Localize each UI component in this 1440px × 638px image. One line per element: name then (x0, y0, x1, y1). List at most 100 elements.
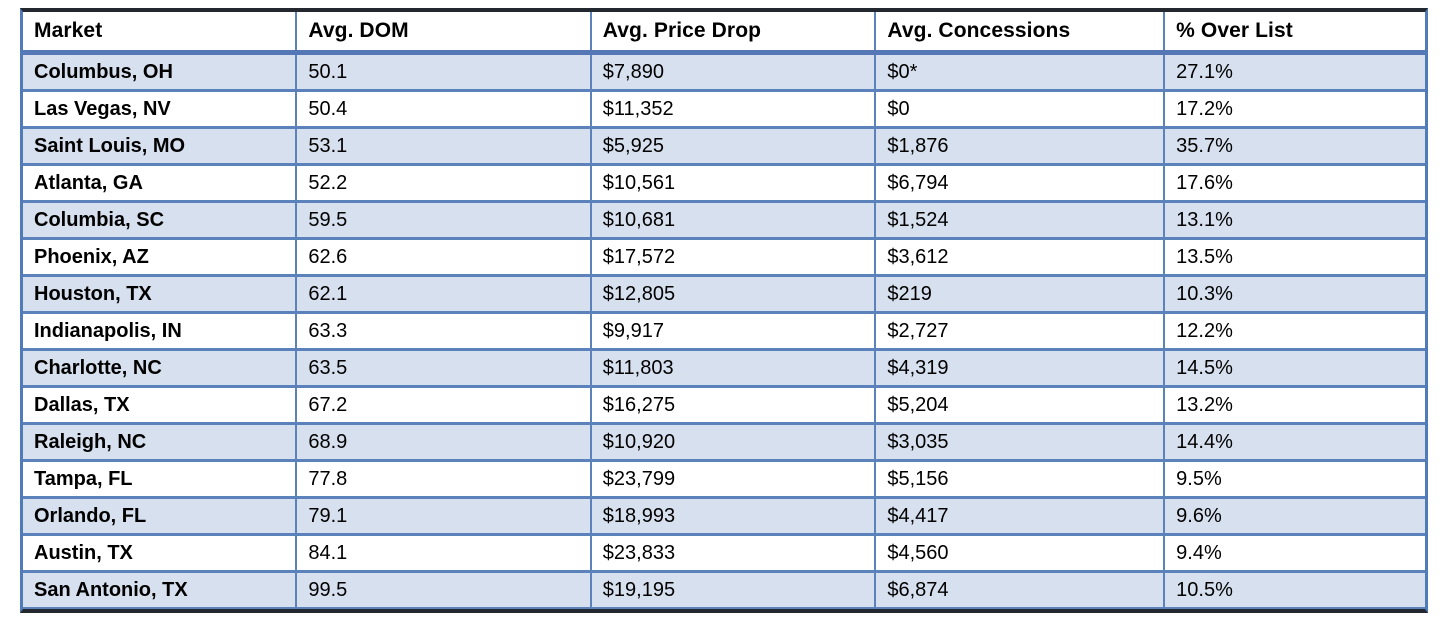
value-cell: $16,275 (589, 385, 877, 424)
value-cell: 13.2% (1163, 385, 1425, 424)
table-row: Saint Louis, MO 53.1 $5,925 $1,876 35.7% (23, 126, 1425, 165)
value-cell: 99.5 (295, 570, 592, 609)
market-table-container: Market Avg. DOM Avg. Price Drop Avg. Conces… (20, 8, 1428, 613)
table-row: Dallas, TX 67.2 $16,275 $5,204 13.2% (23, 385, 1425, 424)
value-cell: $5,204 (874, 385, 1166, 424)
table-row: Columbus, OH 50.1 $7,890 $0* 27.1% (23, 52, 1425, 91)
value-cell: $12,805 (589, 274, 877, 313)
value-cell: 9.4% (1163, 533, 1425, 572)
table-row: Houston, TX 62.1 $12,805 $219 10.3% (23, 274, 1425, 313)
value-cell: 14.5% (1163, 348, 1425, 387)
value-cell: $23,833 (589, 533, 877, 572)
value-cell: 17.6% (1163, 163, 1425, 202)
table-row: Columbia, SC 59.5 $10,681 $1,524 13.1% (23, 200, 1425, 239)
value-cell: 35.7% (1163, 126, 1425, 165)
market-name-cell: Indianapolis, IN (23, 311, 298, 350)
table-header: Market Avg. DOM Avg. Price Drop Avg. Conces… (23, 12, 1425, 55)
value-cell: 62.6 (295, 237, 592, 276)
market-name-cell: Phoenix, AZ (23, 237, 298, 276)
value-cell: 79.1 (295, 496, 592, 535)
value-cell: 53.1 (295, 126, 592, 165)
market-name-cell: Dallas, TX (23, 385, 298, 424)
value-cell: $10,681 (589, 200, 877, 239)
value-cell: $10,920 (589, 422, 877, 461)
value-cell: $18,993 (589, 496, 877, 535)
value-cell: $7,890 (589, 52, 877, 91)
column-header-market: Market (23, 12, 298, 55)
value-cell: 14.4% (1163, 422, 1425, 461)
market-name-cell: Columbia, SC (23, 200, 298, 239)
value-cell: 9.6% (1163, 496, 1425, 535)
table-row: Phoenix, AZ 62.6 $17,572 $3,612 13.5% (23, 237, 1425, 276)
column-header-avg-concessions: Avg. Concessions (874, 12, 1166, 55)
market-name-cell: Charlotte, NC (23, 348, 298, 387)
value-cell: 63.3 (295, 311, 592, 350)
value-cell: $0 (874, 89, 1166, 128)
column-header-over-list: % Over List (1163, 12, 1425, 55)
table-row: Charlotte, NC 63.5 $11,803 $4,319 14.5% (23, 348, 1425, 387)
table-row: Raleigh, NC 68.9 $10,920 $3,035 14.4% (23, 422, 1425, 461)
value-cell: $5,156 (874, 459, 1166, 498)
value-cell: $2,727 (874, 311, 1166, 350)
table-row: Indianapolis, IN 63.3 $9,917 $2,727 12.2% (23, 311, 1425, 350)
table-row: San Antonio, TX 99.5 $19,195 $6,874 10.5% (23, 570, 1425, 609)
value-cell: 50.4 (295, 89, 592, 128)
market-name-cell: Atlanta, GA (23, 163, 298, 202)
value-cell: $5,925 (589, 126, 877, 165)
value-cell: $11,352 (589, 89, 877, 128)
value-cell: 9.5% (1163, 459, 1425, 498)
market-name-cell: Las Vegas, NV (23, 89, 298, 128)
value-cell: 13.1% (1163, 200, 1425, 239)
table-row: Austin, TX 84.1 $23,833 $4,560 9.4% (23, 533, 1425, 572)
value-cell: 27.1% (1163, 52, 1425, 91)
value-cell: $4,417 (874, 496, 1166, 535)
market-name-cell: Austin, TX (23, 533, 298, 572)
value-cell: $6,794 (874, 163, 1166, 202)
market-name-cell: Orlando, FL (23, 496, 298, 535)
value-cell: 10.5% (1163, 570, 1425, 609)
value-cell: 84.1 (295, 533, 592, 572)
value-cell: 12.2% (1163, 311, 1425, 350)
value-cell: $1,524 (874, 200, 1166, 239)
value-cell: $1,876 (874, 126, 1166, 165)
value-cell: 50.1 (295, 52, 592, 91)
value-cell: 68.9 (295, 422, 592, 461)
value-cell: 63.5 (295, 348, 592, 387)
market-name-cell: Columbus, OH (23, 52, 298, 91)
table-header-row: Market Avg. DOM Avg. Price Drop Avg. Conces… (23, 12, 1425, 55)
value-cell: $11,803 (589, 348, 877, 387)
value-cell: $3,035 (874, 422, 1166, 461)
value-cell: $10,561 (589, 163, 877, 202)
table-row: Orlando, FL 79.1 $18,993 $4,417 9.6% (23, 496, 1425, 535)
value-cell: $23,799 (589, 459, 877, 498)
value-cell: 10.3% (1163, 274, 1425, 313)
table-body: Columbus, OH 50.1 $7,890 $0* 27.1% Las Vegas,… (23, 52, 1425, 609)
market-name-cell: Raleigh, NC (23, 422, 298, 461)
value-cell: 59.5 (295, 200, 592, 239)
value-cell: 13.5% (1163, 237, 1425, 276)
value-cell: $9,917 (589, 311, 877, 350)
market-name-cell: Saint Louis, MO (23, 126, 298, 165)
value-cell: 77.8 (295, 459, 592, 498)
table-row: Atlanta, GA 52.2 $10,561 $6,794 17.6% (23, 163, 1425, 202)
table-row: Las Vegas, NV 50.4 $11,352 $0 17.2% (23, 89, 1425, 128)
value-cell: 17.2% (1163, 89, 1425, 128)
value-cell: 52.2 (295, 163, 592, 202)
value-cell: $17,572 (589, 237, 877, 276)
value-cell: $219 (874, 274, 1166, 313)
market-name-cell: Houston, TX (23, 274, 298, 313)
value-cell: $0* (874, 52, 1166, 91)
column-header-avg-dom: Avg. DOM (295, 12, 592, 55)
value-cell: $3,612 (874, 237, 1166, 276)
value-cell: 67.2 (295, 385, 592, 424)
value-cell: 62.1 (295, 274, 592, 313)
market-data-table: Market Avg. DOM Avg. Price Drop Avg. Conces… (23, 12, 1425, 609)
market-name-cell: Tampa, FL (23, 459, 298, 498)
value-cell: $6,874 (874, 570, 1166, 609)
value-cell: $4,560 (874, 533, 1166, 572)
value-cell: $19,195 (589, 570, 877, 609)
column-header-avg-price-drop: Avg. Price Drop (589, 12, 877, 55)
market-name-cell: San Antonio, TX (23, 570, 298, 609)
table-row: Tampa, FL 77.8 $23,799 $5,156 9.5% (23, 459, 1425, 498)
